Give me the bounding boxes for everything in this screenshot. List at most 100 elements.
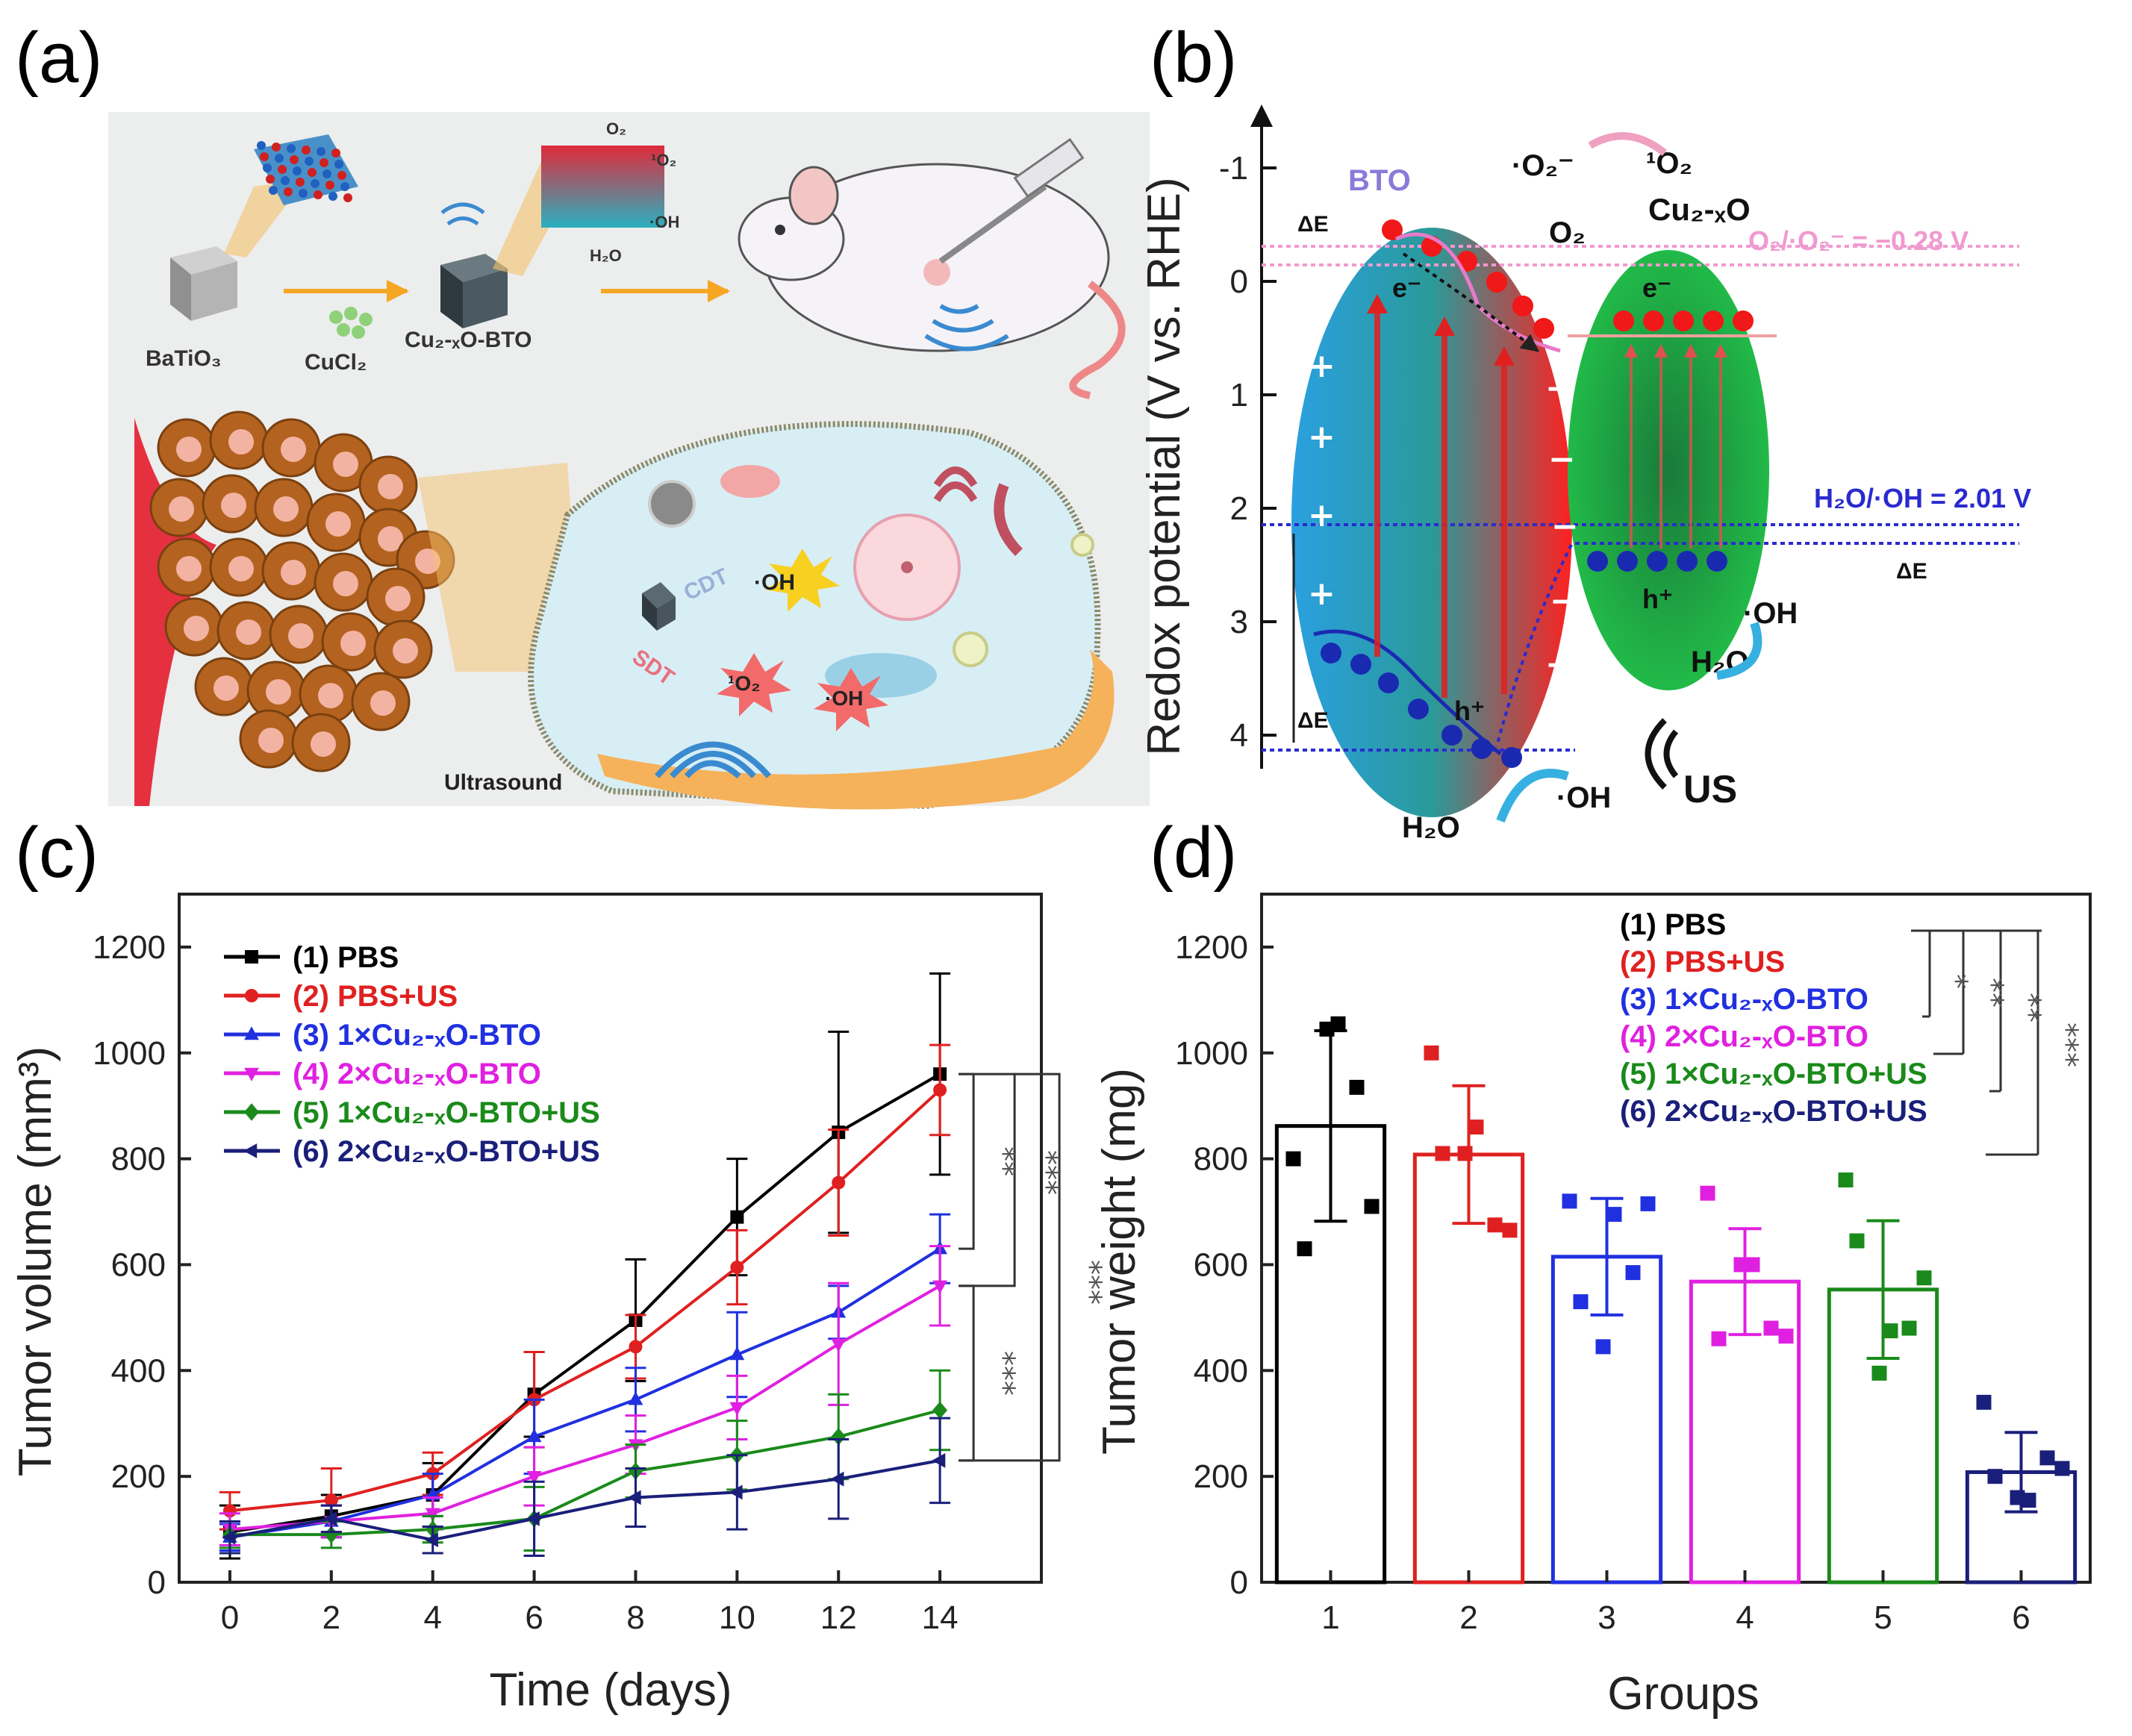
- b-y-tick-label: 3: [1230, 604, 1248, 640]
- lattice-atom: [311, 179, 320, 188]
- c-data-point: [933, 1083, 947, 1097]
- cu-bto-label: Cu₂-ₓO-BTO: [405, 328, 532, 352]
- electron: [1643, 310, 1664, 331]
- bto-h2o-label: H₂O: [1402, 811, 1460, 844]
- d-data-point: [1901, 1320, 1917, 1336]
- lattice-atom: [337, 171, 346, 180]
- c-bracket-2: [959, 1072, 1016, 1287]
- c-x-tick-label: 10: [719, 1599, 755, 1636]
- lattice-atom: [266, 175, 275, 184]
- hole: [1441, 725, 1462, 746]
- c-significance-3: ***: [986, 1351, 1020, 1396]
- c-series-line: [229, 1247, 941, 1539]
- svg-text:+: +: [1308, 496, 1335, 534]
- d-data-point: [1573, 1294, 1589, 1310]
- bto-charges: + + + + + − − − − −: [1306, 276, 1579, 684]
- d-y-tick-label: 200: [1194, 1458, 1248, 1495]
- c-data-point: [932, 1401, 948, 1420]
- d-legend-label: (4) 2×Cu₂-ₓO-BTO: [1620, 1020, 1868, 1053]
- tumor-cell-nucleus: [378, 526, 403, 552]
- film-h2o: H₂O: [590, 246, 622, 265]
- panel-a: (a) BaTiO₃ CuCl₂ Cu₂: [15, 18, 1150, 810]
- c-legend-marker: [243, 1143, 258, 1158]
- d-data-point: [1745, 1257, 1760, 1273]
- c-data-point: [526, 1429, 542, 1443]
- d-xlabel: Groups: [1607, 1668, 1759, 1720]
- d-data-point: [1468, 1120, 1484, 1135]
- hole: [1471, 738, 1492, 759]
- tumor-cell-nucleus: [176, 437, 202, 462]
- c-data-point: [830, 1471, 844, 1487]
- lattice-atom: [331, 149, 340, 157]
- c-significance-2: ***: [1029, 1150, 1064, 1195]
- svg-text:+: +: [1306, 276, 1334, 314]
- hole: [1501, 747, 1522, 768]
- tumor-cell-nucleus: [236, 619, 261, 645]
- lattice-atom: [263, 163, 272, 172]
- d-y-tick-label: 1200: [1175, 929, 1248, 966]
- panel-d: (d) 0 200 400 600 800 1000 1200 1 2 3 4 5 6 (1) PBS (2…: [1094, 813, 2092, 1720]
- lattice-atom: [284, 187, 293, 196]
- c-data-point: [222, 1529, 236, 1545]
- panel-c: (c) 0 200 400 600 800 1000 1200 0 2 4 6 8 10 12 14 (1) …: [10, 813, 1107, 1716]
- delta-e-bottom: ΔE: [1297, 708, 1329, 733]
- c-data-point: [729, 1346, 745, 1361]
- c-data-point: [730, 1210, 744, 1224]
- b-y-tick-label: 2: [1230, 490, 1248, 527]
- oh-burst-icon: [765, 549, 840, 612]
- cell-oh2-label: ·OH: [825, 687, 863, 710]
- d-data-point: [1595, 1339, 1611, 1355]
- d-data-point: [1330, 1016, 1346, 1031]
- svg-text:−: −: [1548, 440, 1576, 478]
- c-series-line: [229, 1408, 941, 1537]
- bto-oh-label: ·OH: [1556, 781, 1611, 814]
- d-data-point: [1364, 1199, 1380, 1214]
- c-y-tick-label: 0: [148, 1564, 166, 1601]
- d-data-point: [1700, 1185, 1715, 1201]
- bto-hole-label: h⁺: [1454, 696, 1485, 726]
- excitation-arrowhead: [1367, 294, 1388, 313]
- hole: [1321, 643, 1341, 664]
- tumor-cell-nucleus: [228, 556, 254, 581]
- delta-e-right: ΔE: [1896, 559, 1927, 584]
- d-y-tick-label: 0: [1230, 1564, 1248, 1601]
- lattice-atom: [328, 192, 337, 201]
- c-data-point: [323, 1511, 337, 1526]
- c-x-tick-label: 0: [221, 1599, 239, 1636]
- c-data-point: [629, 1340, 643, 1354]
- superoxide-label: ·O₂⁻: [1512, 149, 1574, 182]
- c-legend-marker: [245, 950, 258, 964]
- tumor-cell-nucleus: [281, 437, 306, 462]
- tumor-cell-nucleus: [393, 638, 418, 664]
- c-series-line: [229, 1458, 941, 1542]
- o2-level-label: O₂/·O₂⁻ = −0.28 V: [1748, 225, 1969, 256]
- tumor-cell-nucleus: [258, 728, 284, 753]
- mouse-icon: [738, 163, 1126, 399]
- d-data-point: [1435, 1146, 1450, 1161]
- svg-text:+: +: [1308, 418, 1335, 456]
- d-data-point: [2054, 1461, 2070, 1476]
- c-bracket-3: [959, 1284, 975, 1462]
- tumor-cell-nucleus: [281, 560, 306, 585]
- panel-b-label: (b): [1150, 18, 1237, 98]
- c-y-tick-label: 600: [111, 1246, 166, 1283]
- bto-label: BTO: [1348, 164, 1411, 197]
- lattice-atom: [260, 152, 269, 161]
- c-data-point: [627, 1490, 641, 1505]
- d-plot-frame: [1260, 893, 2092, 1584]
- delta-e-top: ΔE: [1297, 212, 1329, 237]
- oh-burst-2-icon: [814, 668, 888, 731]
- electron: [1512, 296, 1533, 316]
- o2-label: O₂: [1549, 216, 1586, 249]
- tumor-cell-nucleus: [385, 586, 411, 611]
- tumor-cell-nucleus: [370, 690, 396, 716]
- d-legend-label: (2) PBS+US: [1620, 946, 1785, 978]
- c-significance-4: ***: [1073, 1260, 1107, 1305]
- lattice-atom: [278, 165, 287, 174]
- hole: [1617, 551, 1638, 572]
- bto-h2o-arrow: [1496, 769, 1569, 823]
- tumor-cell-nucleus: [378, 474, 403, 499]
- b-axis: -1 0 1 2 3 4: [1219, 104, 1277, 769]
- d-significance-3: **: [2012, 993, 2046, 1022]
- b-y-tick-label: 4: [1230, 717, 1248, 754]
